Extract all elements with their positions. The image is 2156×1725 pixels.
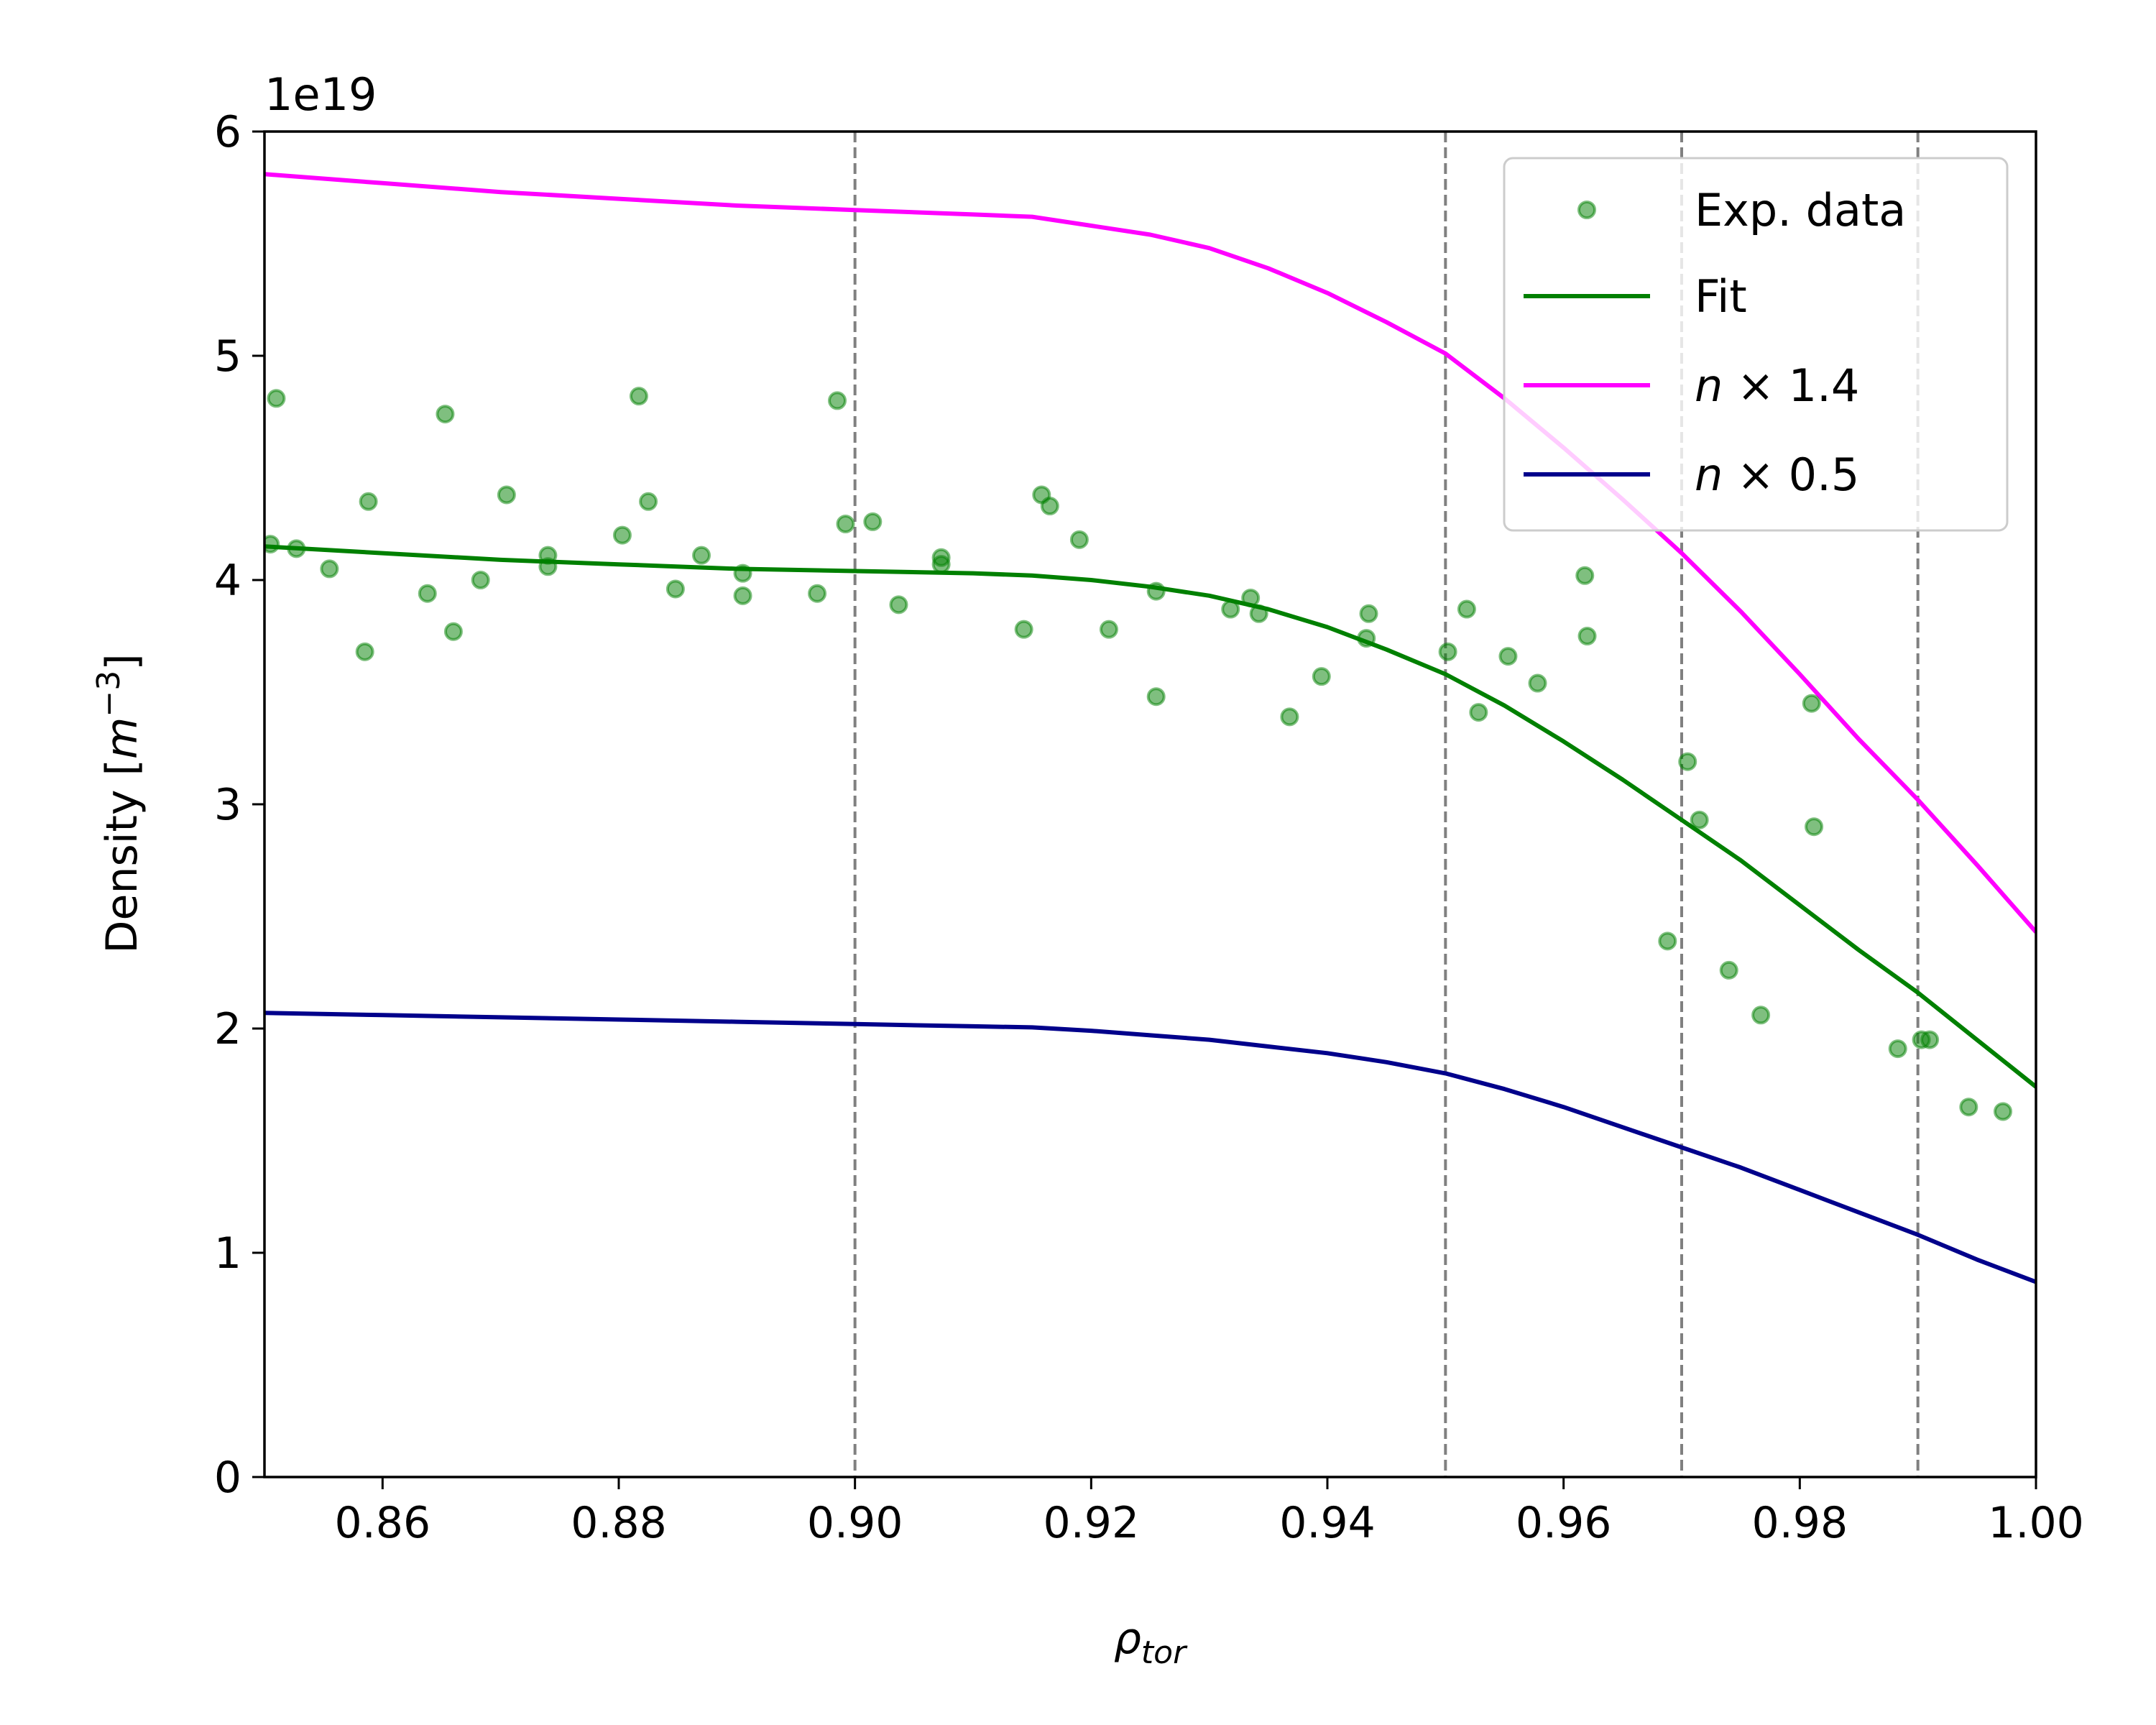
exp-data-point [1069,530,1089,549]
exp-data-point [1040,497,1059,516]
legend-exp-data-marker [1577,201,1596,219]
exp-data-point [418,584,437,603]
exp-data-point [1014,620,1033,639]
exp-data-point [692,546,711,565]
y-tick-label: 5 [214,331,241,382]
exp-data-point [538,546,558,565]
exp-data-point [612,525,632,545]
exp-data-point [1498,647,1518,666]
exp-data-point [733,564,752,583]
exp-data-point [808,584,827,603]
exp-data-point [264,535,280,554]
legend-n-times-1.4-factor: × 1.4 [1723,359,1859,412]
exp-data-point [1658,932,1677,951]
exp-data-point [1146,581,1166,601]
legend-n-times-0.5-var: n [1695,448,1723,501]
exp-data-point [1959,1098,1978,1117]
exp-data-point [889,595,908,615]
x-tick-label: 0.98 [1752,1498,1848,1548]
y-tick-label: 1 [214,1228,241,1279]
exp-data-point [471,571,490,589]
exp-data-points [264,387,2012,1121]
x-tick-label: 0.88 [571,1498,667,1548]
y-axis-label-unit: m [97,717,147,759]
exp-data-point [1575,566,1595,585]
x-axis-ticks: 0.86 0.88 0.90 0.92 0.94 0.96 0.98 1.00 [335,1477,2084,1548]
exp-data-point [629,387,648,406]
y-offset-label: 1e19 [264,68,377,121]
y-axis-label-close: ] [97,653,147,670]
exp-data-point [1221,599,1240,619]
x-tick-label: 0.86 [335,1498,431,1548]
y-tick-label: 4 [214,556,241,606]
legend-n-times-1.4-label: n × 1.4 [1695,359,1859,412]
exp-data-point [733,586,752,605]
exp-data-point [1249,604,1268,623]
exp-data-point [1690,810,1709,829]
x-tick-label: 0.96 [1516,1498,1612,1548]
exp-data-point [665,579,685,599]
y-tick-label: 6 [214,107,241,157]
exp-data-point [355,642,374,661]
exp-data-point [836,515,855,533]
x-axis-label-subscript: tor [1141,1634,1188,1671]
exp-data-point [1993,1102,2012,1121]
exp-data-point [1312,667,1331,686]
exp-data-point [1805,817,1824,837]
exp-data-point [497,485,516,505]
exp-data-point [1469,703,1488,722]
y-tick-label: 3 [214,780,241,830]
n-times-0.5-line [264,1011,2036,1284]
x-tick-label: 0.92 [1044,1498,1140,1548]
y-tick-label: 0 [214,1453,241,1503]
exp-data-point [267,389,286,408]
exp-data-point [1457,599,1476,619]
exp-data-point [1920,1030,1940,1049]
n-times-1.4-line [264,172,2036,934]
exp-data-point [1719,960,1738,980]
exp-data-point [436,405,455,424]
exp-data-point [1146,687,1166,707]
y-axis-ticks: 0 1 2 3 4 5 6 [214,107,264,1503]
y-axis-label-exponent: −3 [91,671,127,717]
legend-n-times-0.5-label: n × 0.5 [1695,448,1859,501]
legend-exp-data-label: Exp. data [1695,184,1906,236]
legend-n-times-1.4-var: n [1695,359,1723,412]
exp-data-point [1528,673,1547,693]
legend-box [1503,157,2009,532]
exp-data-point [931,548,951,567]
x-tick-label: 0.90 [807,1498,903,1548]
exp-data-point [1099,620,1118,639]
exp-data-point [1280,707,1299,727]
exp-data-point [1678,752,1697,771]
exp-data-point [1577,627,1597,645]
exp-data-point [639,492,658,511]
exp-data-point [1241,588,1261,607]
x-axis-label: ρtor [1114,1614,1188,1671]
exp-data-point [828,391,847,410]
exp-data-point [1802,694,1821,713]
legend-n-times-0.5-factor: × 0.5 [1723,448,1859,501]
legend: Exp. data Fit n × 1.4 n × 0.5 [1503,157,2009,532]
exp-data-point [1751,1006,1771,1025]
x-axis-label-symbol: ρ [1114,1614,1141,1664]
exp-data-point [320,559,339,579]
y-axis-label: Density [m−3] [91,653,147,953]
exp-data-point [359,492,378,511]
exp-data-point [443,622,463,641]
exp-data-point [1357,629,1376,648]
legend-fit-label: Fit [1695,270,1747,323]
y-axis-label-text: Density [ [97,759,147,954]
y-tick-label: 2 [214,1004,241,1054]
x-tick-label: 0.94 [1279,1498,1376,1548]
exp-data-point [1359,604,1378,623]
exp-data-point [287,539,306,558]
exp-data-point [1888,1039,1907,1059]
exp-data-point [1438,642,1457,661]
exp-data-point [863,512,883,531]
x-tick-label: 1.00 [1988,1498,2084,1548]
